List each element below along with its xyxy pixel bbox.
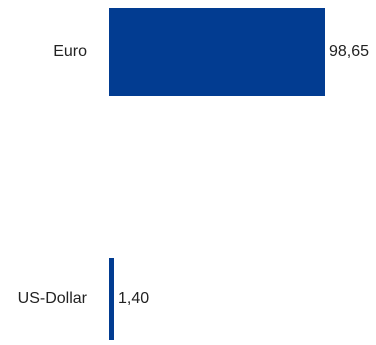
- bar-euro: [109, 8, 325, 96]
- bar-us-dollar: [109, 258, 114, 340]
- value-label: 1,40: [118, 290, 149, 307]
- category-label: US-Dollar: [18, 290, 88, 307]
- value-label: 98,65: [329, 43, 369, 60]
- category-label: Euro: [53, 43, 87, 60]
